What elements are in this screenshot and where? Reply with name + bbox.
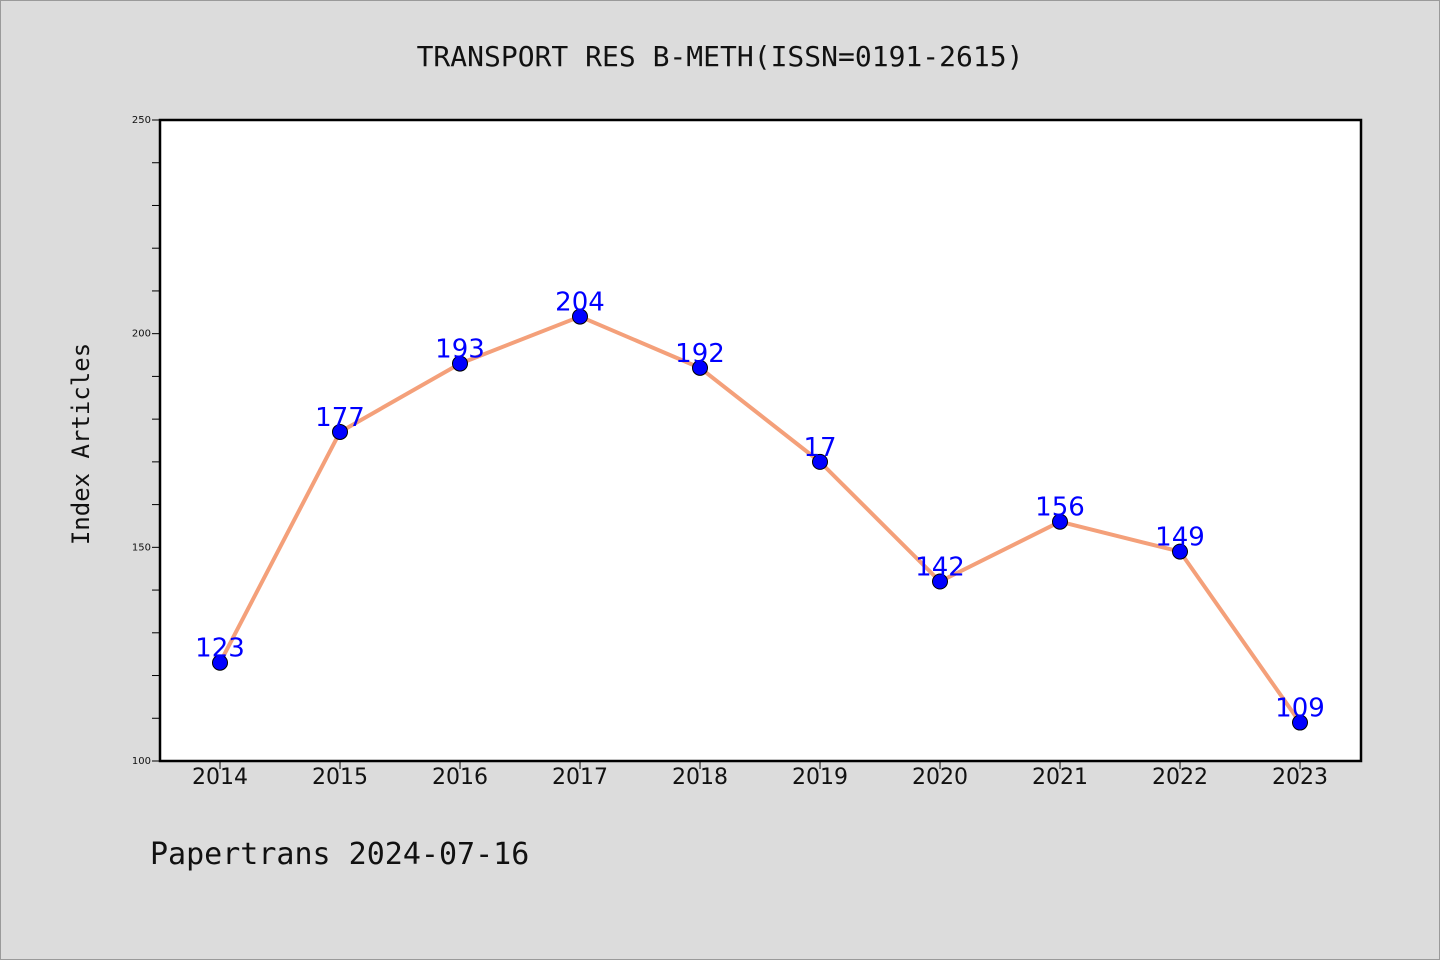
data-point <box>572 308 588 325</box>
data-label: 192 <box>675 339 725 369</box>
series-line <box>218 314 1302 725</box>
x-tick-label: 2018 <box>672 765 728 790</box>
data-point <box>932 573 948 590</box>
x-tick-label: 2020 <box>912 765 968 790</box>
x-tick-label: 2014 <box>192 765 248 790</box>
data-label: 142 <box>915 553 965 583</box>
data-point <box>1052 513 1068 530</box>
data-point <box>692 359 708 376</box>
footer-credit: Papertrans 2024-07-16 <box>150 837 529 872</box>
series-line-path <box>218 314 1302 725</box>
y-tick-label: 200 <box>132 329 151 340</box>
y-tick-label: 150 <box>132 542 151 553</box>
y-tick-label: 250 <box>132 115 151 126</box>
data-label: 123 <box>195 634 245 664</box>
data-point <box>1172 543 1188 560</box>
y-axis-ticks: 100 150 200 250 <box>132 115 160 767</box>
x-tick-label: 2016 <box>432 765 488 790</box>
data-label: 149 <box>1155 523 1205 553</box>
data-labels: 123 177 193 204 192 17 142 156 149 109 <box>195 288 1325 724</box>
y-tick-label: 100 <box>132 756 151 767</box>
data-label: 17 <box>803 433 836 463</box>
x-tick-label: 2019 <box>792 765 848 790</box>
x-tick-label: 2021 <box>1032 765 1088 790</box>
data-label: 109 <box>1275 694 1325 724</box>
data-point <box>812 453 828 470</box>
data-label: 177 <box>315 403 365 433</box>
data-label: 193 <box>435 335 485 365</box>
data-label: 204 <box>555 288 605 318</box>
x-axis-ticks: 2014 2015 2016 2017 2018 2019 2020 2021 2022 2023 <box>192 761 1328 790</box>
data-point <box>212 654 228 671</box>
data-label: 156 <box>1035 493 1085 523</box>
data-point <box>1292 714 1308 731</box>
data-point <box>332 423 348 440</box>
chart-title: TRANSPORT RES B-METH(ISSN=0191-2615) <box>417 40 1024 73</box>
y-axis-label: Index Articles <box>67 343 95 545</box>
data-point <box>452 355 468 372</box>
x-tick-label: 2022 <box>1152 765 1208 790</box>
x-tick-label: 2017 <box>552 765 608 790</box>
x-tick-label: 2015 <box>312 765 368 790</box>
plot-area <box>158 118 1363 763</box>
x-tick-label: 2023 <box>1272 765 1328 790</box>
series-markers <box>212 308 1308 731</box>
